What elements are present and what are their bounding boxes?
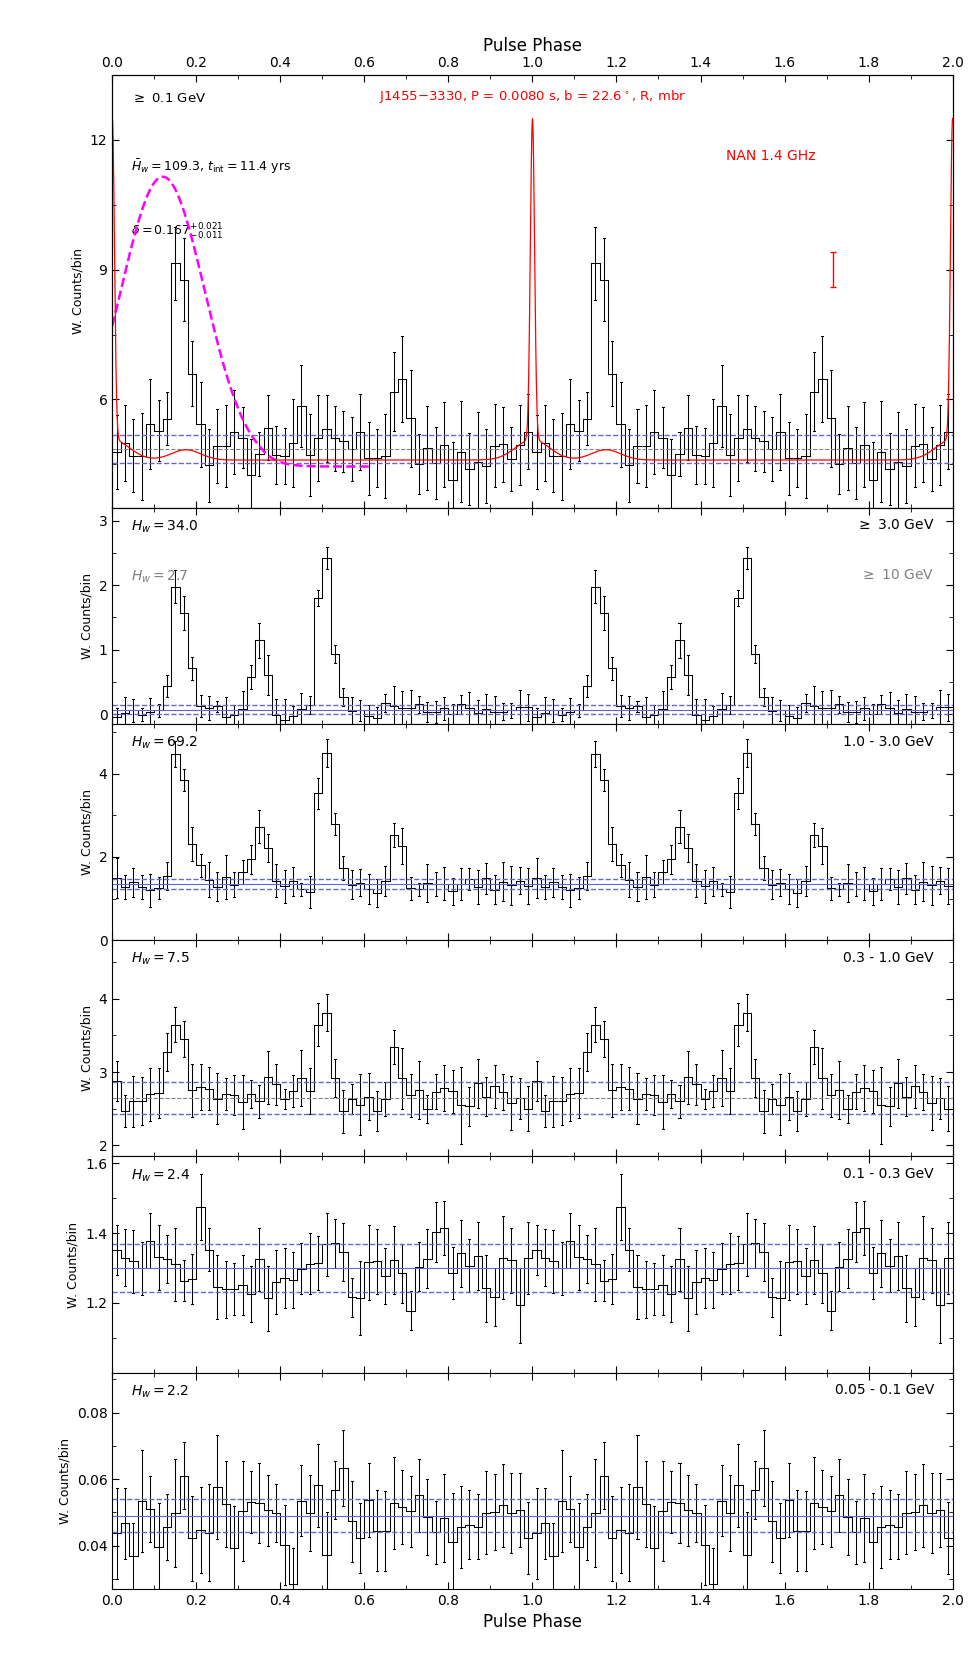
Text: $H_w = 69.2$: $H_w = 69.2$ <box>131 734 197 751</box>
Text: $H_w = 7.5$: $H_w = 7.5$ <box>131 951 190 968</box>
X-axis label: Pulse Phase: Pulse Phase <box>483 1614 582 1631</box>
Y-axis label: W. Counts/bin: W. Counts/bin <box>80 572 93 659</box>
Text: 0.3 - 1.0 GeV: 0.3 - 1.0 GeV <box>843 951 934 965</box>
Text: $H_w = 34.0$: $H_w = 34.0$ <box>131 519 198 534</box>
Text: $\geq$ 0.1 GeV: $\geq$ 0.1 GeV <box>131 92 206 105</box>
Text: $\geq$ 3.0 GeV: $\geq$ 3.0 GeV <box>856 519 934 532</box>
Text: NAN 1.4 GHz: NAN 1.4 GHz <box>726 149 815 162</box>
Text: 0.1 - 0.3 GeV: 0.1 - 0.3 GeV <box>843 1167 934 1182</box>
Y-axis label: W. Counts/bin: W. Counts/bin <box>80 789 93 875</box>
Text: 0.05 - 0.1 GeV: 0.05 - 0.1 GeV <box>834 1384 934 1397</box>
Text: J1455$-$3330, P = 0.0080 s, b = 22.6$^\circ$, R, mbr: J1455$-$3330, P = 0.0080 s, b = 22.6$^\c… <box>379 88 686 105</box>
Text: $\bar{H}_w = 109.3$, $t_{\rm int} = 11.4$ yrs: $\bar{H}_w = 109.3$, $t_{\rm int} = 11.4… <box>131 157 291 175</box>
Text: $\delta = 0.167^{+0.021}_{-0.011}$: $\delta = 0.167^{+0.021}_{-0.011}$ <box>131 222 224 242</box>
Text: $\geq$ 10 GeV: $\geq$ 10 GeV <box>860 567 934 582</box>
X-axis label: Pulse Phase: Pulse Phase <box>483 37 582 55</box>
Text: $H_w = 2.4$: $H_w = 2.4$ <box>131 1167 190 1183</box>
Y-axis label: W. Counts/bin: W. Counts/bin <box>66 1222 80 1307</box>
Text: 1.0 - 3.0 GeV: 1.0 - 3.0 GeV <box>843 734 934 749</box>
Text: $H_w = 2.7$: $H_w = 2.7$ <box>131 567 189 584</box>
Y-axis label: W. Counts/bin: W. Counts/bin <box>71 249 84 334</box>
Y-axis label: W. Counts/bin: W. Counts/bin <box>80 1005 93 1092</box>
Text: $H_w = 2.2$: $H_w = 2.2$ <box>131 1384 189 1400</box>
Y-axis label: W. Counts/bin: W. Counts/bin <box>59 1437 71 1524</box>
